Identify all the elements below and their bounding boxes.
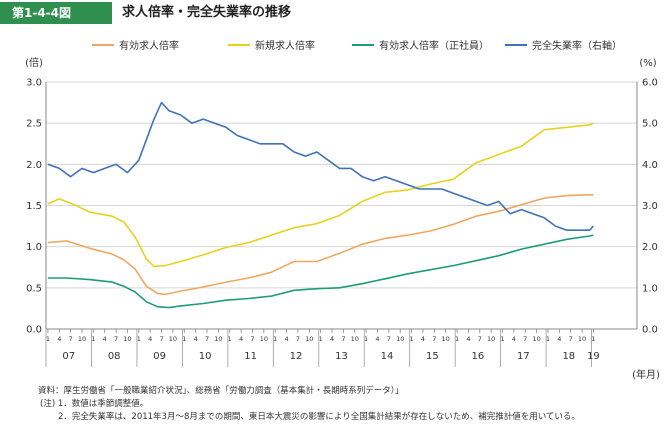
legend-label: 有効求人倍率（正社員） bbox=[379, 39, 489, 52]
chart-legend: 有効求人倍率 新規求人倍率 有効求人倍率（正社員） 完全失業率（右軸） bbox=[92, 39, 622, 52]
month-tick-label: 1 bbox=[410, 335, 414, 343]
year-label: 18 bbox=[562, 351, 575, 362]
year-label: 19 bbox=[587, 351, 600, 362]
right-tick-label: 2.0 bbox=[642, 242, 658, 253]
left-tick-label: 2.5 bbox=[26, 119, 42, 130]
source-note: 資料：厚生労働省「一般職業紹介状況」、総務省「労働力調査（基本集計・長期時系列デ… bbox=[38, 386, 404, 396]
month-tick-label: 4 bbox=[57, 335, 61, 343]
month-tick-label: 10 bbox=[487, 335, 495, 343]
month-tick-label: 4 bbox=[557, 335, 561, 343]
month-tick-label: 10 bbox=[260, 335, 268, 343]
month-tick-label: 1 bbox=[364, 335, 368, 343]
month-tick-label: 1 bbox=[319, 335, 323, 343]
month-tick-label: 7 bbox=[523, 335, 527, 343]
month-tick-label: 10 bbox=[442, 335, 450, 343]
legend-label: 完全失業率（右軸） bbox=[532, 39, 622, 52]
year-label: 07 bbox=[62, 351, 75, 362]
month-tick-label: 7 bbox=[341, 335, 345, 343]
right-tick-label: 4.0 bbox=[642, 160, 658, 171]
month-tick-label: 4 bbox=[239, 335, 243, 343]
month-tick-label: 7 bbox=[205, 335, 209, 343]
legend-label: 新規求人倍率 bbox=[255, 39, 315, 52]
month-tick-label: 4 bbox=[330, 335, 334, 343]
left-axis-unit: (倍) bbox=[25, 56, 43, 69]
month-tick-label: 7 bbox=[387, 335, 391, 343]
left-tick-label: 0.0 bbox=[26, 325, 42, 336]
year-label: 17 bbox=[517, 351, 530, 362]
month-tick-label: 7 bbox=[296, 335, 300, 343]
legend-label: 有効求人倍率 bbox=[119, 39, 179, 52]
chart-series bbox=[47, 101, 594, 309]
month-tick-label: 7 bbox=[569, 335, 573, 343]
series-line bbox=[47, 234, 594, 309]
x-axis-unit: (年月) bbox=[632, 368, 660, 381]
year-label: 12 bbox=[290, 351, 303, 362]
month-tick-label: 4 bbox=[466, 335, 470, 343]
series-line bbox=[47, 194, 594, 296]
month-tick-label: 1 bbox=[500, 335, 504, 343]
month-tick-label: 4 bbox=[103, 335, 107, 343]
series-line bbox=[47, 101, 594, 231]
month-tick-label: 7 bbox=[432, 335, 436, 343]
month-tick-label: 7 bbox=[114, 335, 118, 343]
year-label: 08 bbox=[108, 351, 121, 362]
left-tick-label: 0.5 bbox=[26, 283, 42, 294]
month-tick-label: 10 bbox=[578, 335, 586, 343]
left-tick-label: 3.0 bbox=[26, 78, 42, 89]
year-label: 16 bbox=[472, 351, 485, 362]
chart-axes: 0.0 0.0 0.5 1.0 1.0 2.0 1.5 3.0 2.0 4.0 2.5 5.0 3.0 6… bbox=[26, 78, 658, 336]
month-tick-label: 7 bbox=[250, 335, 254, 343]
month-tick-label: 10 bbox=[78, 335, 86, 343]
month-tick-label: 4 bbox=[194, 335, 198, 343]
year-label: 14 bbox=[381, 351, 394, 362]
month-tick-label: 1 bbox=[546, 335, 550, 343]
month-tick-label: 1 bbox=[228, 335, 232, 343]
month-tick-label: 1 bbox=[46, 335, 50, 343]
year-label: 15 bbox=[426, 351, 439, 362]
month-tick-label: 10 bbox=[123, 335, 131, 343]
right-tick-label: 0.0 bbox=[642, 325, 658, 336]
series-line bbox=[47, 122, 594, 268]
right-axis-unit: (%) bbox=[639, 58, 656, 69]
month-tick-label: 10 bbox=[532, 335, 540, 343]
month-tick-label: 4 bbox=[375, 335, 379, 343]
right-tick-label: 6.0 bbox=[642, 78, 658, 89]
year-label: 11 bbox=[244, 351, 257, 362]
figure-title: 求人倍率・完全失業率の推移 bbox=[122, 5, 292, 20]
left-tick-label: 1.5 bbox=[26, 201, 42, 212]
month-tick-label: 4 bbox=[512, 335, 516, 343]
month-tick-label: 1 bbox=[182, 335, 186, 343]
month-tick-label: 7 bbox=[478, 335, 482, 343]
right-tick-label: 5.0 bbox=[642, 119, 658, 130]
month-tick-label: 1 bbox=[273, 335, 277, 343]
month-tick-label: 10 bbox=[396, 335, 404, 343]
month-tick-label: 4 bbox=[148, 335, 152, 343]
figure-number-badge: 第1-4-4図 bbox=[0, 2, 112, 24]
month-tick-label: 1 bbox=[591, 335, 595, 343]
month-tick-label: 10 bbox=[305, 335, 313, 343]
month-tick-label: 1 bbox=[137, 335, 141, 343]
right-tick-label: 3.0 bbox=[642, 201, 658, 212]
year-label: 09 bbox=[153, 351, 166, 362]
month-tick-label: 1 bbox=[91, 335, 95, 343]
month-tick-label: 10 bbox=[169, 335, 177, 343]
chart-gridlines bbox=[46, 81, 637, 330]
right-tick-label: 1.0 bbox=[642, 283, 658, 294]
left-tick-label: 1.0 bbox=[26, 242, 42, 253]
left-tick-label: 2.0 bbox=[26, 160, 42, 171]
month-tick-label: 7 bbox=[159, 335, 163, 343]
note-1: (注) 1．数値は季節調整値。 bbox=[40, 399, 149, 409]
month-tick-label: 4 bbox=[421, 335, 425, 343]
month-tick-label: 4 bbox=[284, 335, 288, 343]
month-tick-label: 7 bbox=[69, 335, 73, 343]
year-label: 13 bbox=[335, 351, 348, 362]
month-tick-label: 10 bbox=[351, 335, 359, 343]
note-2: 2．完全失業率は、2011年3月～8月までの期間、東日本大震災の影響により全国集… bbox=[58, 412, 580, 422]
month-tick-label: 10 bbox=[214, 335, 222, 343]
year-label: 10 bbox=[199, 351, 212, 362]
month-tick-label: 1 bbox=[455, 335, 459, 343]
